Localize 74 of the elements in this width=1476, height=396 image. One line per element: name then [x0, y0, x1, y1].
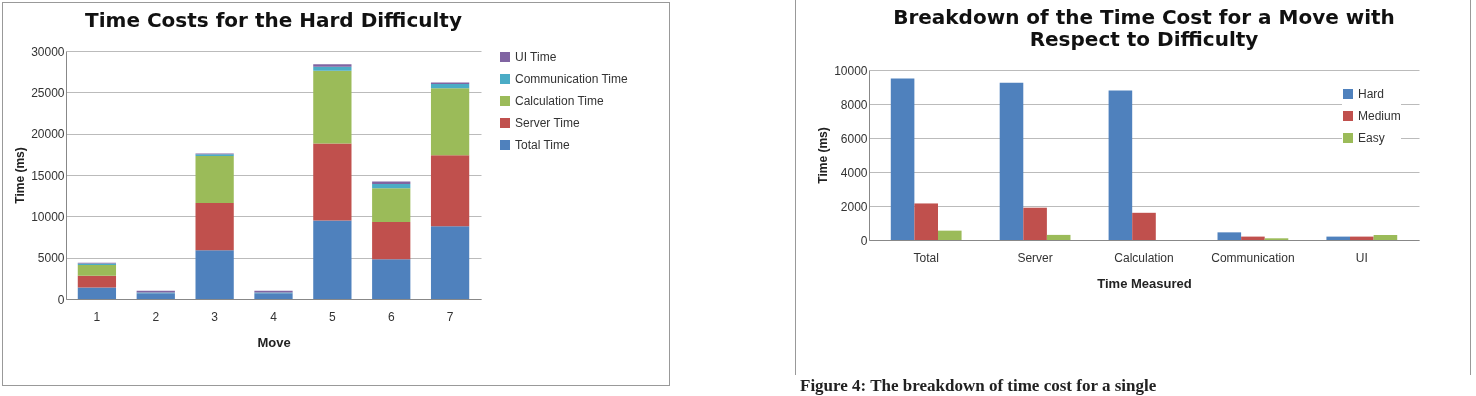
bar [430, 84, 470, 89]
y-tick-label: 2000 [840, 199, 868, 214]
legend-label: Server Time [515, 116, 581, 130]
bar [372, 184, 411, 189]
bar [890, 78, 915, 240]
x-tick-label: Server [1017, 250, 1053, 265]
y-tick-label: 25000 [31, 85, 65, 100]
x-tick-label: 2 [152, 309, 160, 324]
x-tick-label: 6 [387, 309, 395, 324]
bar [937, 230, 962, 240]
legend-label: Medium [1358, 109, 1401, 123]
x-tick-label: UI [1355, 250, 1368, 265]
x-tick-label: 4 [270, 309, 278, 324]
bar [914, 203, 938, 240]
y-tick-label: 10000 [31, 209, 65, 224]
x-tick-label: 3 [211, 309, 219, 324]
chart-title: Time Costs for the Hard Difficulty [85, 8, 462, 32]
bar [195, 155, 234, 204]
bar [372, 259, 411, 299]
y-tick-label: 8000 [840, 97, 868, 112]
bar [313, 70, 352, 144]
bar [1326, 236, 1351, 240]
bar [1046, 234, 1071, 240]
y-tick-label: 20000 [31, 127, 65, 142]
bar [313, 66, 352, 71]
y-tick-label: 0 [860, 233, 868, 248]
chart-title: Breakdown of the Time Cost for a Move with Respect to Difficulty [893, 5, 1395, 51]
bar [254, 293, 293, 299]
bar [1241, 236, 1265, 240]
legend-label: Easy [1358, 131, 1385, 145]
y-tick-label: 0 [57, 292, 65, 307]
bar [195, 250, 234, 299]
legend-label: Total Time [515, 138, 571, 152]
bar [313, 220, 352, 299]
legend-label: UI Time [515, 50, 557, 64]
x-axis-title: Move [257, 334, 291, 350]
bar [430, 88, 470, 156]
y-tick-label: 30000 [31, 44, 65, 59]
y-tick-label: 15000 [31, 168, 65, 183]
legend-label: Communication Time [515, 72, 629, 86]
bar [1023, 207, 1047, 240]
x-axis-title: Time Measured [1097, 275, 1192, 291]
bar [1132, 212, 1156, 240]
bar [195, 203, 234, 251]
legend-label: Calculation Time [515, 94, 605, 108]
bar [1217, 232, 1242, 240]
x-tick-label: Total [913, 250, 939, 265]
x-tick-label: Calculation [1114, 250, 1174, 265]
bar [77, 275, 117, 288]
x-tick-label: 1 [93, 309, 101, 324]
y-axis-title: Time (ms) [13, 147, 28, 204]
bar [999, 82, 1024, 240]
bar [1373, 234, 1398, 240]
bar [1350, 236, 1374, 240]
x-tick-label: 5 [329, 309, 337, 324]
x-tick-label: Communication [1211, 250, 1295, 265]
x-tick-label: 7 [446, 309, 454, 324]
bar [136, 293, 175, 299]
caption: Figure 4: The breakdown of time cost for a single [800, 376, 1157, 396]
y-axis-title: Time (ms) [816, 127, 831, 184]
y-tick-label: 6000 [840, 131, 868, 146]
bar [372, 188, 411, 223]
bar [313, 64, 352, 67]
bar [372, 222, 411, 260]
bar [77, 265, 117, 276]
bar [313, 143, 352, 221]
legend-label: Hard [1358, 87, 1385, 101]
y-tick-label: 4000 [840, 165, 868, 180]
y-tick-label: 5000 [37, 251, 65, 266]
bar [1108, 90, 1133, 240]
bar [77, 287, 117, 299]
bar [430, 155, 470, 227]
bar [430, 226, 470, 299]
y-tick-label: 10000 [834, 63, 868, 78]
